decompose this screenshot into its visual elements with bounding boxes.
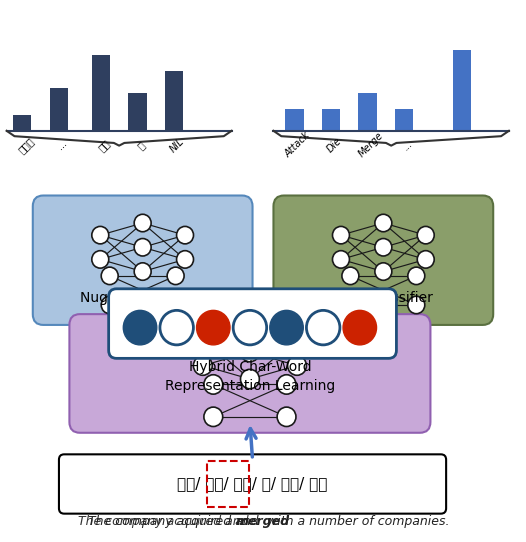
Text: 司并购: 司并购 [16,136,36,155]
Circle shape [92,227,109,244]
Circle shape [160,311,194,345]
Bar [13,114,32,131]
Circle shape [101,296,118,314]
Bar [285,109,304,131]
Circle shape [408,267,425,285]
Circle shape [194,356,213,375]
Text: The company acquired and: The company acquired and [78,515,252,528]
Circle shape [343,311,377,345]
Circle shape [240,315,259,335]
Text: Nugget Generator: Nugget Generator [80,291,206,305]
Circle shape [240,343,259,362]
FancyBboxPatch shape [109,289,397,358]
Bar [92,55,110,131]
Circle shape [177,227,194,244]
Circle shape [123,311,157,345]
Circle shape [307,311,340,345]
Circle shape [134,263,151,280]
Circle shape [92,250,109,268]
FancyBboxPatch shape [33,196,252,325]
Text: The company acquired and: The company acquired and [88,515,263,528]
Circle shape [375,263,392,280]
Circle shape [204,375,222,394]
Circle shape [167,296,184,314]
Circle shape [134,238,151,256]
Text: 这家/ 公司/ 并购/ 了/ 多家/ 公司: 这家/ 公司/ 并购/ 了/ 多家/ 公司 [177,476,328,492]
Text: 购: 购 [135,139,147,151]
Circle shape [342,267,359,285]
Text: merged: merged [236,515,290,528]
Bar [50,88,68,131]
Circle shape [240,369,259,389]
Text: ...: ... [401,138,414,152]
Circle shape [134,214,151,232]
Circle shape [288,356,307,375]
Text: ...: ... [56,138,69,152]
Circle shape [167,267,184,285]
Bar [395,109,413,131]
Circle shape [204,407,222,427]
Circle shape [288,329,307,349]
Bar [322,109,340,131]
Bar [359,93,377,131]
Circle shape [342,296,359,314]
Circle shape [417,250,434,268]
Circle shape [194,329,213,349]
Text: with a number of companies.: with a number of companies. [263,515,450,528]
Bar [453,50,471,131]
Circle shape [332,227,349,244]
Circle shape [270,311,304,345]
Circle shape [233,311,267,345]
Text: Die: Die [325,136,344,154]
Circle shape [375,238,392,256]
Circle shape [277,407,296,427]
Bar [165,72,183,131]
FancyBboxPatch shape [274,196,493,325]
Text: Type Classifier: Type Classifier [333,291,433,305]
Circle shape [417,227,434,244]
Circle shape [101,267,118,285]
Circle shape [277,375,296,394]
Circle shape [332,250,349,268]
Text: NIL: NIL [168,136,187,154]
Text: Hybrid Char-Word
Representation Learning: Hybrid Char-Word Representation Learning [165,360,335,392]
Circle shape [408,296,425,314]
Circle shape [375,214,392,232]
Bar [128,93,147,131]
FancyBboxPatch shape [59,454,446,514]
Text: Attack: Attack [284,131,312,160]
FancyBboxPatch shape [69,314,430,433]
Circle shape [197,311,230,345]
Circle shape [177,250,194,268]
Text: 并购: 并购 [97,138,112,153]
Text: Merge: Merge [357,131,386,159]
